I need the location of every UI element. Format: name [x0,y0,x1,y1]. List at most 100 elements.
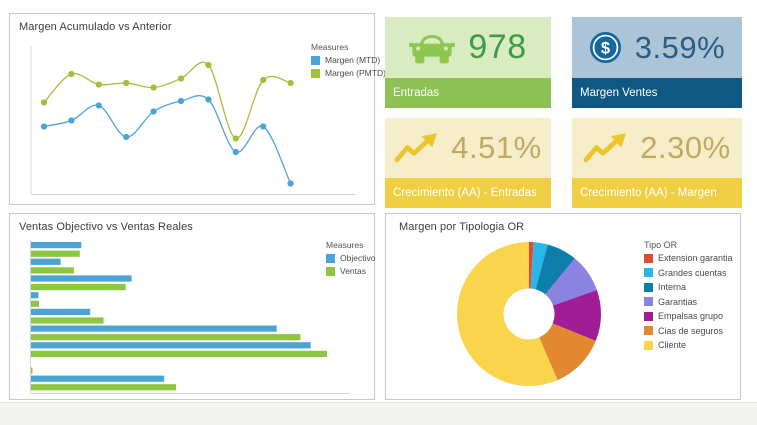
bar[interactable] [31,375,165,382]
bar[interactable] [31,342,311,349]
legend-item[interactable]: Margen (PMTD) [311,68,386,78]
data-point[interactable] [95,81,102,88]
legend-label: Objectivo [340,253,376,263]
data-point[interactable] [287,79,294,87]
legend-item[interactable]: Cliente [644,340,733,350]
donut-slice[interactable] [535,244,575,295]
data-point[interactable] [177,97,185,105]
bar-chart[interactable] [10,234,374,400]
data-point[interactable] [287,180,294,187]
data-point[interactable] [123,133,130,141]
line-series[interactable] [43,95,292,184]
legend-label: Cliente [658,340,687,350]
data-point[interactable] [177,75,185,82]
legend-item[interactable]: Ventas [326,266,375,276]
legend-swatch [644,268,653,277]
legend-swatch [644,282,653,292]
legend-swatch [311,68,320,78]
donut-slice[interactable] [539,323,596,381]
legend-item[interactable]: Extension garantia [644,253,733,263]
line-chart[interactable] [10,36,374,204]
data-point[interactable] [40,99,48,106]
legend-item[interactable]: Interna [644,282,733,292]
legend-item[interactable]: Objectivo [326,253,375,263]
bar[interactable] [31,317,104,324]
legend-swatch [644,326,653,335]
line-series[interactable] [43,61,291,140]
bar[interactable] [31,250,80,257]
bar[interactable] [31,300,39,307]
legend-label: Grandes cuentas [658,267,727,278]
legend-title: Tipo OR [644,240,678,250]
kpi-label: Margen Ventes [572,78,742,108]
data-point[interactable] [260,76,267,84]
data-point[interactable] [95,102,102,109]
line-chart-panel: Margen Acumulado vs Anterior Measures Ma… [9,13,386,205]
line-chart-legend: Measures Margen (MTD) Margen (PMTD) [311,42,386,81]
bar[interactable] [31,325,277,332]
data-point[interactable] [40,123,48,130]
kpi-value: 3.59% [634,29,726,65]
kpi-card-entradas[interactable]: 978 Entradas [385,17,551,108]
legend-swatch [644,311,653,321]
trend-up-icon [583,132,627,164]
donut-chart-legend: Tipo OR Extension garantia Grandes cuenta… [644,240,733,355]
legend-swatch [644,253,653,263]
bar[interactable] [31,384,176,391]
legend-label: Margen (MTD) [325,55,381,65]
data-point[interactable] [205,61,212,69]
legend-item[interactable]: Empalsas grupo [644,311,733,321]
bar[interactable] [31,267,74,274]
donut-chart-title: Margen por Tipologia OR [399,221,525,233]
dollar-coin-icon: $ [589,31,622,64]
legend-swatch [326,253,335,263]
legend-item[interactable]: Garantias [644,297,733,307]
dashboard-canvas: Margen Acumulado vs Anterior Measures Ma… [0,0,757,403]
data-point[interactable] [260,123,267,130]
data-point[interactable] [232,135,239,142]
kpi-value: 978 [468,28,527,66]
bar-chart-panel: Ventas Objectivo vs Ventas Reales Measur… [9,213,375,400]
kpi-card-margen-ventes[interactable]: $ 3.59% Margen Ventes [572,17,742,108]
donut-slice[interactable] [545,258,597,306]
legend-title: Measures [326,240,364,250]
legend-label: Empalsas grupo [658,311,724,321]
bar[interactable] [31,292,39,299]
kpi-card-crecimiento-entradas[interactable]: 4.51% Crecimiento (AA) - Entradas [385,118,551,208]
legend-item[interactable]: Margen (MTD) [311,55,386,65]
legend-label: Interna [658,282,687,292]
legend-swatch [311,55,320,65]
legend-item[interactable]: Grandes cuentas [644,268,733,278]
donut-chart[interactable] [386,214,740,399]
legend-label: Margen (PMTD) [325,68,386,78]
donut-slice[interactable] [530,242,548,290]
donut-slice[interactable] [552,290,602,341]
kpi-card-crecimiento-margen[interactable]: 2.30% Crecimiento (AA) - Margen [572,118,742,208]
bar[interactable] [31,350,327,357]
legend-title: Measures [311,42,349,52]
legend-label: Garantias [658,296,698,307]
bar[interactable] [31,334,301,341]
donut-slice[interactable] [529,242,534,289]
bar[interactable] [31,367,33,374]
kpi-value: 2.30% [640,130,731,165]
data-point[interactable] [123,79,130,87]
data-point[interactable] [68,70,75,78]
car-icon [409,31,456,65]
bar-chart-title: Ventas Objectivo vs Ventas Reales [19,221,193,233]
data-point[interactable] [150,108,157,115]
legend-item[interactable]: Cias de seguros [644,326,733,336]
kpi-label: Entradas [385,78,551,108]
bar[interactable] [31,308,91,315]
kpi-label: Crecimiento (AA) - Margen [572,178,742,208]
data-point[interactable] [232,148,239,156]
data-point[interactable] [68,117,75,124]
data-point[interactable] [150,84,157,91]
bar-chart-legend: Measures Objectivo Ventas [326,240,375,279]
bar[interactable] [31,284,126,291]
bar[interactable] [31,242,82,249]
data-point[interactable] [205,96,212,103]
bar[interactable] [31,275,132,282]
bar[interactable] [31,258,61,265]
donut-slice[interactable] [456,242,558,386]
